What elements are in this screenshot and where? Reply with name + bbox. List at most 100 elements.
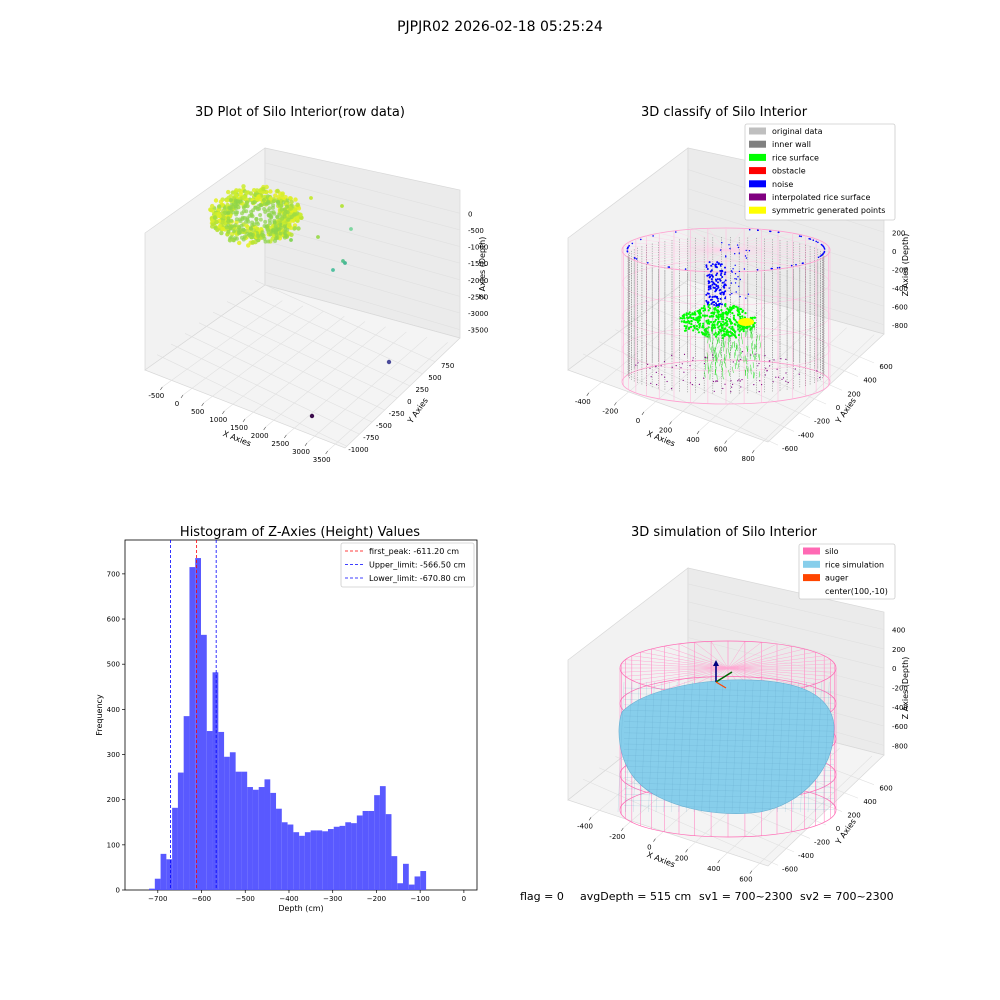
sim-grid-z <box>687 655 885 708</box>
raw-y-tick-label: 500 <box>428 374 441 382</box>
simulation-xlabel: X Axies <box>646 850 677 869</box>
cls-interpolated-point <box>666 380 668 383</box>
cls-interpolated-point <box>732 383 734 385</box>
cls-cylinder-spoke <box>725 249 793 268</box>
cls-noise-point <box>821 244 823 246</box>
histogram-legend-label: Lower_limit: -670.80 cm <box>369 574 466 583</box>
raw-point <box>289 214 294 220</box>
cls-interpolated-point <box>716 380 719 382</box>
sim-rice-mesh <box>623 771 835 777</box>
cls-rice-surface-point <box>716 337 718 344</box>
cls-noise-point <box>730 282 733 284</box>
cls-interpolated-point <box>637 362 639 364</box>
cls-cylinder-spoke <box>673 249 727 270</box>
raw-point <box>267 213 272 218</box>
raw-point <box>285 227 290 232</box>
cls-cylinder-spoke <box>707 228 727 251</box>
cls-rice-surface-point <box>706 335 709 338</box>
histogram-y-tick-label: 0 <box>116 887 120 895</box>
cls-interpolated-point <box>785 358 787 360</box>
cls-rice-surface-point <box>681 314 684 318</box>
raw-point <box>272 218 277 223</box>
raw-point <box>213 198 219 203</box>
cls-noise-point <box>634 257 636 259</box>
sim-grid-z <box>687 601 885 650</box>
cls-noise-point <box>724 296 727 298</box>
histogram-plot: Histogram of Z-Axies (Height) Values −70… <box>95 525 478 913</box>
raw-outlier-point <box>343 261 347 265</box>
histogram-bar <box>201 634 207 890</box>
cls-rice-surface-point <box>721 373 724 380</box>
raw-point <box>286 217 291 222</box>
cls-rice-surface-point <box>751 327 753 334</box>
sim-grid-x <box>751 755 873 871</box>
cls-x-tickmark <box>724 440 727 444</box>
cls-x-tickmark <box>641 411 645 416</box>
cls-rice-surface-point <box>753 372 755 379</box>
cls-cylinder-spoke <box>623 246 727 251</box>
cls-noise-point <box>729 294 731 296</box>
cls-rice-surface-point <box>741 338 744 345</box>
cls-noise-point <box>734 264 736 266</box>
cls-noise-point <box>652 235 654 237</box>
cls-noise-point <box>709 298 712 301</box>
cls-noise-point <box>723 285 725 287</box>
cls-noise-point <box>731 292 733 295</box>
cls-rice-surface-point <box>746 345 748 352</box>
histogram-bar <box>172 807 178 890</box>
raw-point <box>216 204 222 209</box>
cls-noise-point <box>734 278 736 280</box>
raw-point <box>265 227 270 232</box>
raw-x-tick-label: 2000 <box>251 432 269 440</box>
cls-noise-point <box>715 288 717 291</box>
raw-point <box>282 211 287 216</box>
raw-point <box>271 199 276 204</box>
histogram-bar <box>391 856 398 890</box>
cls-rice-surface-point <box>720 324 723 327</box>
sim-silo-spoke <box>727 667 835 673</box>
raw-grid-x <box>224 316 345 412</box>
cls-rice-surface-point <box>734 319 737 322</box>
cls-cylinder-spoke <box>725 238 817 251</box>
cls-rice-surface-point <box>746 326 749 329</box>
cls-rice-surface-point <box>684 327 688 330</box>
raw-outlier-point <box>309 413 315 419</box>
cls-rice-surface-point <box>707 337 709 344</box>
sim-silo-spoke <box>621 663 729 669</box>
cls-noise-point <box>721 281 724 284</box>
cls-rice-surface-point <box>689 325 693 329</box>
sim-rice-mesh <box>777 681 784 813</box>
sim-rice-mesh <box>623 799 835 805</box>
raw-y-tick-label: 750 <box>441 362 454 370</box>
cls-noise-point <box>728 287 730 289</box>
cls-rice-surface-point <box>720 313 723 316</box>
raw-point <box>233 236 238 241</box>
cls-interpolated-point <box>737 380 739 382</box>
cls-noise-point <box>730 270 733 272</box>
raw-x-tick-label: 3000 <box>292 448 310 456</box>
cls-rice-surface-point <box>753 321 756 325</box>
sim-rice-mesh <box>655 681 663 813</box>
cls-rice-surface-point <box>730 322 734 325</box>
cls-noise-point <box>812 239 815 241</box>
cls-noise-point <box>738 252 740 254</box>
cls-rice-surface-point <box>687 320 690 323</box>
histogram-bar <box>310 830 317 890</box>
cls-noise-point <box>719 249 722 251</box>
cls-interpolated-point <box>776 368 778 370</box>
sim-legend-label: auger <box>825 574 849 583</box>
cls-legend-swatch <box>749 127 766 135</box>
cls-cylinder-spoke <box>725 249 824 258</box>
raw-grid-x <box>182 305 304 396</box>
raw-outlier-point <box>386 359 392 365</box>
cls-cylinder-spoke <box>707 249 727 272</box>
histogram-bar <box>420 871 427 890</box>
raw-point <box>281 200 286 205</box>
cls-x-tickmark <box>669 421 672 425</box>
raw-point <box>268 232 273 237</box>
cls-rice-surface-point <box>710 314 713 318</box>
cls-interpolated-point <box>698 383 701 385</box>
cls-interpolated-point <box>780 358 782 360</box>
sim-rice-mesh <box>623 783 835 788</box>
histogram-y-tick-label: 500 <box>107 661 120 669</box>
